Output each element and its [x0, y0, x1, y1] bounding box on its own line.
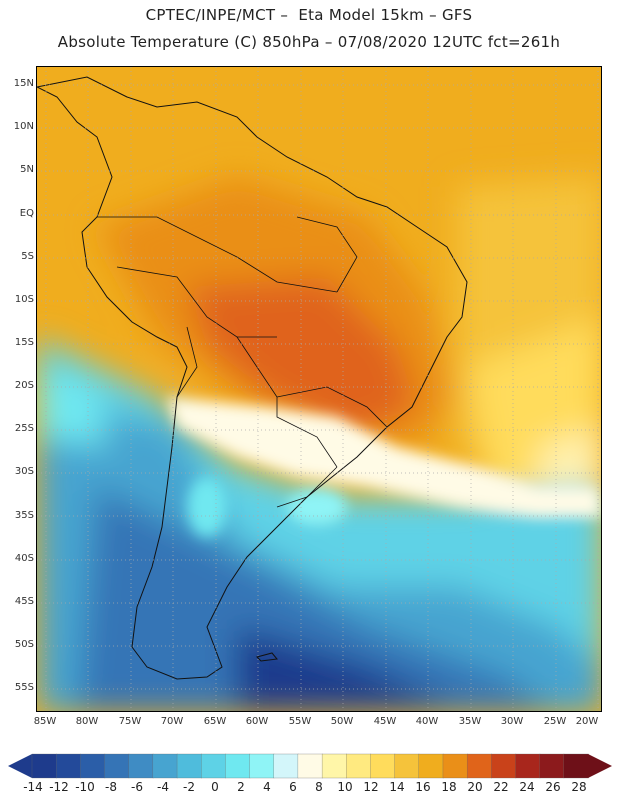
colorbar-label: -14 — [23, 780, 43, 794]
falklands-outline — [256, 652, 278, 662]
colorbar-swatch — [321, 753, 347, 779]
lon-label: 50W — [330, 716, 354, 727]
lon-label: 85W — [33, 716, 57, 727]
colorbar-swatch — [394, 753, 420, 779]
lon-label: 65W — [203, 716, 227, 727]
colorbar-label: 28 — [571, 780, 587, 794]
lat-label: 25S — [14, 423, 34, 434]
lat-label: 10N — [13, 121, 34, 132]
colorbar-swatch — [563, 753, 589, 779]
colorbar-label: -10 — [75, 780, 95, 794]
lat-label: 15N — [13, 78, 34, 89]
colorbar-label: 24 — [519, 780, 535, 794]
lat-label: 20S — [14, 380, 34, 391]
colorbar-swatches — [31, 753, 589, 779]
lon-label: 55W — [288, 716, 312, 727]
temperature-field — [37, 177, 601, 711]
colorbar-label: 22 — [493, 780, 509, 794]
colorbar-right-arrow — [588, 754, 612, 778]
colorbar-swatch — [346, 753, 372, 779]
lat-label: 35S — [14, 510, 34, 521]
lon-label: 70W — [160, 716, 184, 727]
colorbar-label: 8 — [315, 780, 323, 794]
colorbar-swatch — [201, 753, 227, 779]
lat-label: 45S — [14, 596, 34, 607]
lat-label: 55S — [14, 682, 34, 693]
lon-label: 35W — [458, 716, 482, 727]
lon-label: 45W — [373, 716, 397, 727]
colorbar-label: -4 — [157, 780, 169, 794]
colorbar — [8, 753, 612, 779]
colorbar-left-arrow — [8, 754, 32, 778]
colorbar-swatch — [176, 753, 202, 779]
colorbar-swatch — [539, 753, 565, 779]
colorbar-swatch — [104, 753, 130, 779]
lon-label: 60W — [245, 716, 269, 727]
colorbar-label: -8 — [105, 780, 117, 794]
lat-label: 50S — [14, 639, 34, 650]
lon-label: 30W — [500, 716, 524, 727]
colorbar-swatch — [80, 753, 106, 779]
lon-label: 80W — [75, 716, 99, 727]
colorbar-swatch — [442, 753, 468, 779]
lat-label: 40S — [14, 553, 34, 564]
colorbar-swatch — [152, 753, 178, 779]
lat-label: 15S — [14, 337, 34, 348]
colorbar-swatch — [491, 753, 517, 779]
lat-label: 10S — [14, 294, 34, 305]
colorbar-label: 2 — [237, 780, 245, 794]
lon-label: 20W — [575, 716, 599, 727]
colorbar-label: 4 — [263, 780, 271, 794]
colorbar-swatch — [418, 753, 444, 779]
lat-label: 5N — [20, 164, 34, 175]
colorbar-label: 20 — [467, 780, 483, 794]
colorbar-label: -12 — [49, 780, 69, 794]
lon-label: 40W — [415, 716, 439, 727]
temperature-map[interactable] — [36, 66, 602, 712]
colorbar-swatch — [297, 753, 323, 779]
lat-label: 30S — [14, 466, 34, 477]
map-title-line1: CPTEC/INPE/MCT – Eta Model 15km – GFS — [145, 6, 473, 24]
colorbar-label: 18 — [441, 780, 457, 794]
lat-label: EQ — [19, 208, 34, 219]
colorbar-label: 10 — [337, 780, 353, 794]
colorbar-label: -6 — [131, 780, 143, 794]
colorbar-label: 6 — [289, 780, 297, 794]
map-svg — [37, 67, 601, 711]
colorbar-label: 26 — [545, 780, 561, 794]
colorbar-swatch — [370, 753, 396, 779]
lat-label: 5S — [21, 251, 34, 262]
colorbar-swatch — [273, 753, 299, 779]
colorbar-swatch — [515, 753, 541, 779]
lon-label: 25W — [543, 716, 567, 727]
colorbar-label: 12 — [363, 780, 379, 794]
colorbar-label: 14 — [389, 780, 405, 794]
continent-outline — [37, 76, 468, 680]
colorbar-swatch — [466, 753, 492, 779]
country-borders — [97, 216, 388, 508]
colorbar-label: -2 — [183, 780, 195, 794]
colorbar-swatch — [31, 753, 57, 779]
map-title-line2: Absolute Temperature (C) 850hPa – 07/08/… — [57, 33, 561, 51]
colorbar-swatch — [249, 753, 275, 779]
colorbar-swatch — [225, 753, 251, 779]
colorbar-label: 0 — [211, 780, 219, 794]
colorbar-label: 16 — [415, 780, 431, 794]
colorbar-swatch — [128, 753, 154, 779]
colorbar-swatch — [56, 753, 81, 779]
lon-label: 75W — [118, 716, 142, 727]
